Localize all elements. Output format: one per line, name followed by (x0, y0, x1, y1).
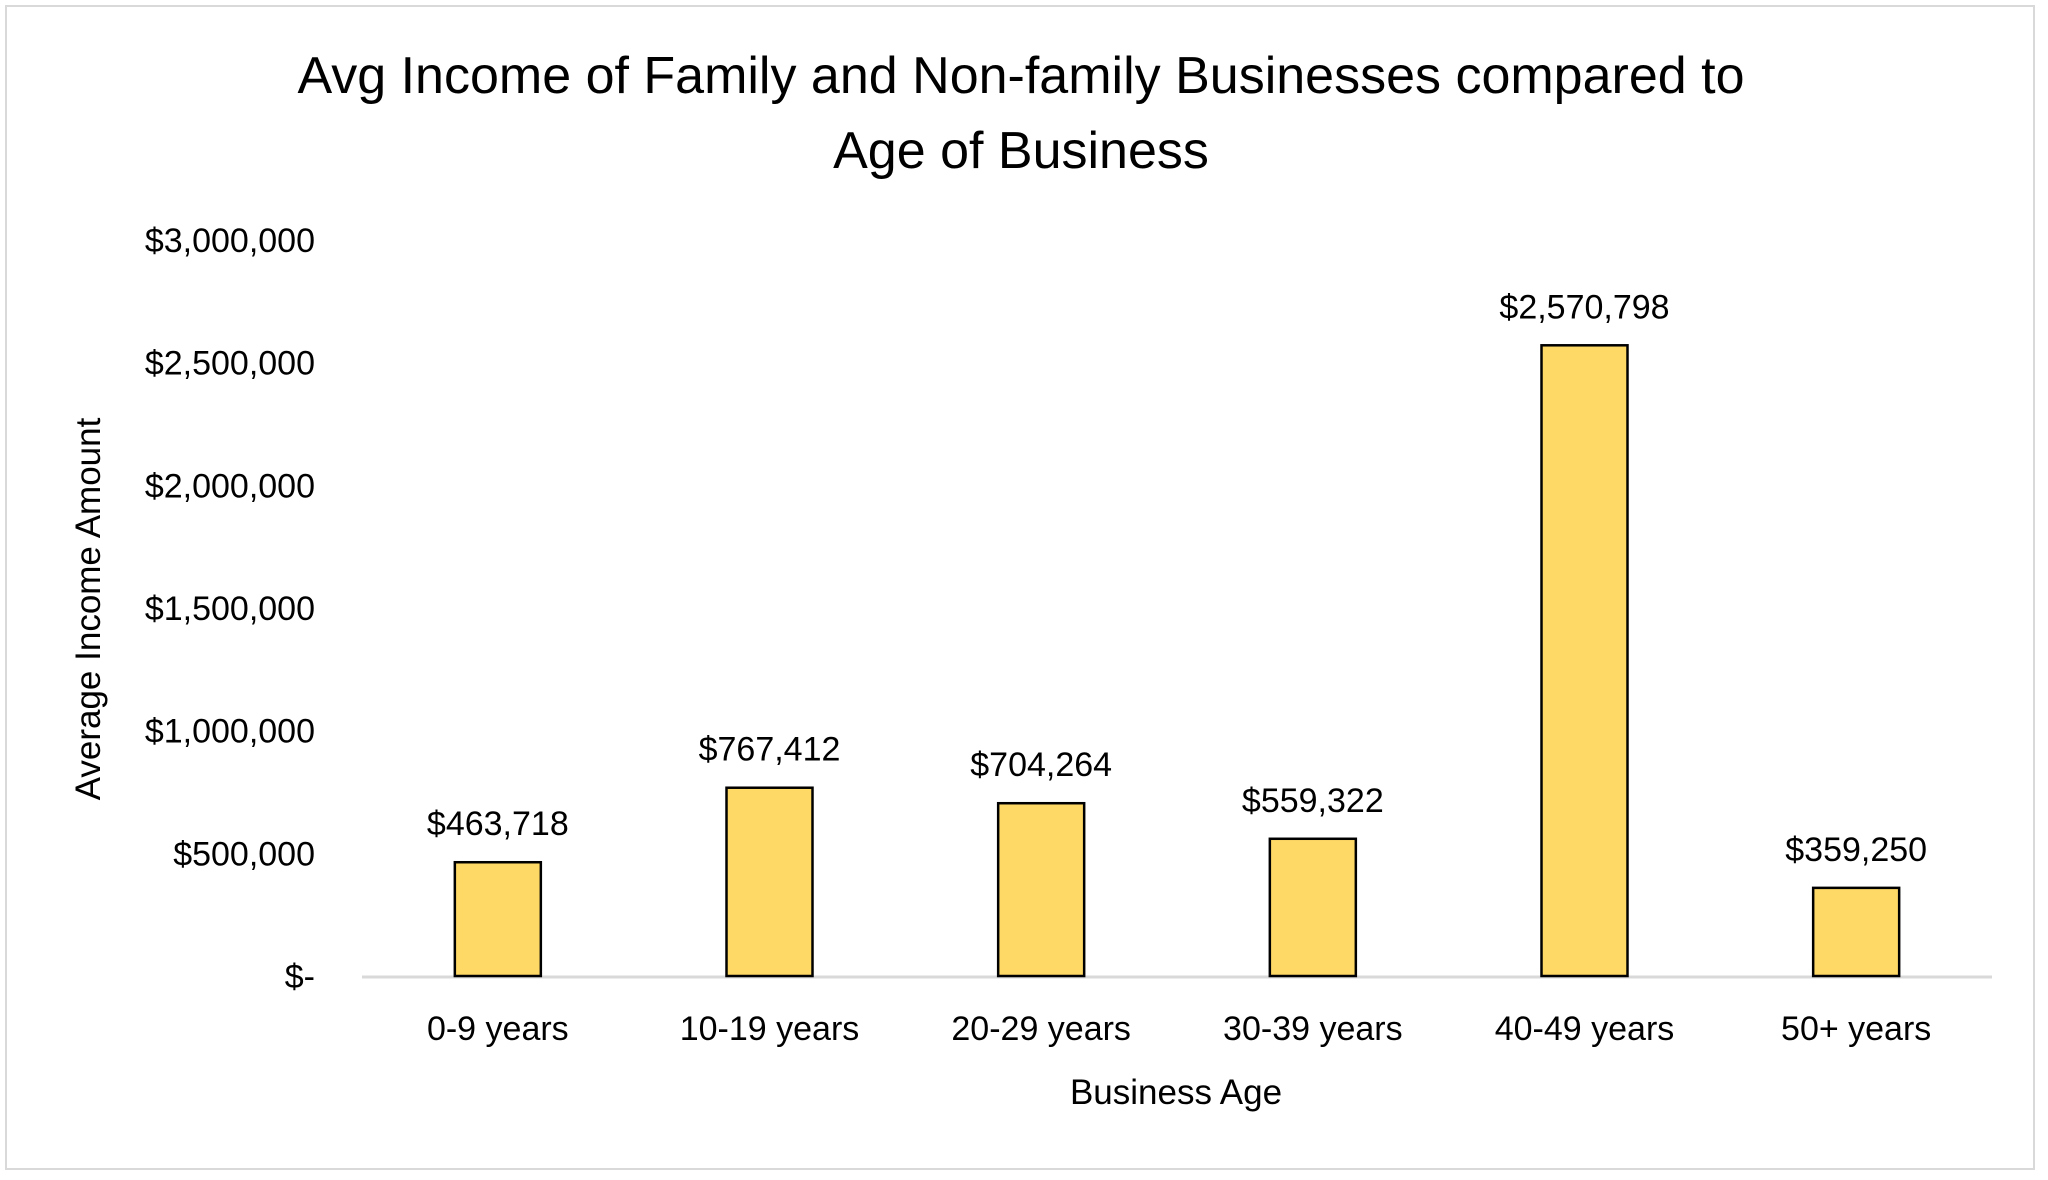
x-tick-label: 0-9 years (427, 1010, 569, 1048)
y-tick-label: $3,000,000 (145, 222, 315, 260)
bar (996, 801, 1086, 978)
bar (1811, 886, 1901, 978)
x-tick-label: 50+ years (1781, 1010, 1931, 1048)
bar (1268, 837, 1358, 978)
x-tick-label: 30-39 years (1223, 1010, 1403, 1048)
data-label: $359,250 (1785, 831, 1927, 869)
data-label: $704,264 (970, 746, 1112, 784)
chart-title-line-2: Age of Business (833, 122, 1209, 180)
y-tick-label: $2,000,000 (145, 467, 315, 505)
bar (725, 786, 814, 978)
x-tick-label: 20-29 years (951, 1010, 1131, 1048)
data-label: $559,322 (1242, 782, 1384, 820)
data-label: $767,412 (699, 731, 841, 769)
y-tick-label: $1,000,000 (145, 713, 315, 751)
bar (1540, 344, 1629, 978)
y-tick-label: $2,500,000 (145, 345, 315, 383)
x-axis-title: Business Age (1070, 1073, 1282, 1112)
chart-title-line-1: Avg Income of Family and Non-family Busi… (297, 47, 1744, 105)
data-label: $463,718 (427, 805, 569, 843)
chart-frame (5, 5, 2035, 1170)
bar (453, 860, 543, 978)
y-tick-label: $- (285, 958, 315, 996)
x-tick-label: 40-49 years (1495, 1010, 1675, 1048)
y-axis-title: Average Income Amount (69, 417, 108, 800)
x-tick-label: 10-19 years (680, 1010, 860, 1048)
data-label: $2,570,798 (1499, 288, 1669, 326)
y-tick-label: $500,000 (173, 835, 315, 873)
y-tick-label: $1,500,000 (145, 590, 315, 628)
